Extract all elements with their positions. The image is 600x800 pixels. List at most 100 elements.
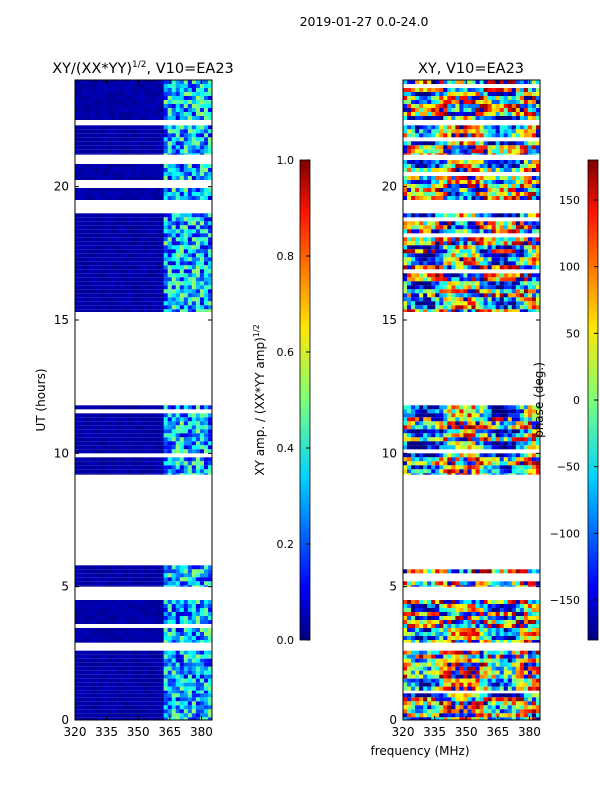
heatmap-cell [143,569,148,574]
heatmap-cell [123,273,128,278]
heatmap-cell [115,701,120,706]
heatmap-cell [487,650,493,655]
heatmap-cell [183,80,189,84]
heatmap-cell [199,80,205,84]
heatmap-cell [407,697,412,702]
heatmap-cell [107,261,112,266]
heatmap-cell [167,293,173,298]
heatmap-cell [135,600,140,604]
heatmap-cell [499,678,505,683]
heatmap-cell [115,632,120,636]
heatmap-cell [163,569,169,574]
heatmap-cell [163,100,169,104]
heatmap-cell [155,473,161,475]
heatmap-cell [107,636,112,640]
heatmap-cell [447,666,452,671]
heatmap-cell [107,569,112,574]
heatmap-cell [139,188,144,192]
heatmap-cell [403,713,408,718]
heatmap-cell [175,469,181,474]
heatmap-cell [427,421,432,426]
heatmap-cell [187,192,193,196]
heatmap-cell [455,697,460,702]
heatmap-cell [183,425,189,430]
heatmap-cell [99,257,104,262]
heatmap-cell [499,670,505,675]
heatmap-cell [127,433,132,438]
heatmap-cell [495,636,501,640]
heatmap-cell [147,273,152,278]
heatmap-cell [451,705,456,710]
heatmap-cell [507,437,513,442]
heatmap-cell [91,233,96,238]
x-tick-label: 380 [190,725,213,739]
heatmap-cell [403,457,408,462]
heatmap-cell [515,421,521,426]
heatmap-cell [407,409,412,414]
heatmap-cell [163,241,169,246]
heatmap-cell [171,693,177,698]
heatmap-cell [75,137,80,142]
heatmap-cell [83,125,88,130]
heatmap-cell [99,217,104,222]
heatmap-cell [175,168,181,172]
heatmap-cell [199,241,205,246]
heatmap-cell [167,612,173,616]
heatmap-cell [479,701,484,706]
heatmap-cell [155,608,161,612]
heatmap-cell [467,461,472,466]
heatmap-cell [203,713,209,718]
heatmap-cell [103,309,108,312]
heatmap-cell [199,253,205,258]
heatmap-cell [191,441,197,446]
heatmap-cell [139,229,144,234]
heatmap-cell [167,277,173,282]
heatmap-cell [203,421,209,426]
heatmap-cell [435,421,440,426]
heatmap-cell [103,620,108,624]
heatmap-cell [183,654,189,659]
heatmap-cell [151,293,156,298]
heatmap-cell [195,620,201,624]
heatmap-cell [119,233,124,238]
heatmap-cell [471,425,476,430]
heatmap-cell [527,713,533,718]
heatmap-cell [163,188,169,192]
heatmap-cell [103,405,108,410]
heatmap-cell [479,600,484,604]
heatmap-cell [403,409,408,414]
heatmap-cell [511,678,517,683]
heatmap-cell [159,717,165,720]
heatmap-cell [515,693,521,698]
heatmap-cell [171,658,177,663]
heatmap-cell [83,701,88,706]
heatmap-cell [107,149,112,154]
heatmap-cell [143,281,148,286]
heatmap-cell [415,433,420,438]
heatmap-cell [127,149,132,154]
heatmap-cell [503,417,509,422]
heatmap-cell [187,433,193,438]
heatmap-cell [103,670,108,675]
heatmap-cell [79,670,84,675]
heatmap-cell [131,273,136,278]
heatmap-cell [167,608,173,612]
heatmap-cell [111,149,116,154]
heatmap-cell [535,632,540,636]
heatmap-cell [179,241,185,246]
heatmap-cell [167,257,173,262]
heatmap-cell [199,697,205,702]
heatmap-cell [415,632,420,636]
heatmap-cell [135,301,140,306]
heatmap-cell [123,153,128,155]
heatmap-cell [407,693,412,698]
heatmap-cell [147,125,152,130]
heatmap-cell [455,612,460,616]
heatmap-cell [507,453,513,458]
heatmap-cell [143,678,148,683]
heatmap-cell [143,145,148,150]
heatmap-cell [79,421,84,426]
heatmap-cell [475,405,480,410]
heatmap-cell [435,612,440,616]
heatmap-cell [175,125,181,130]
